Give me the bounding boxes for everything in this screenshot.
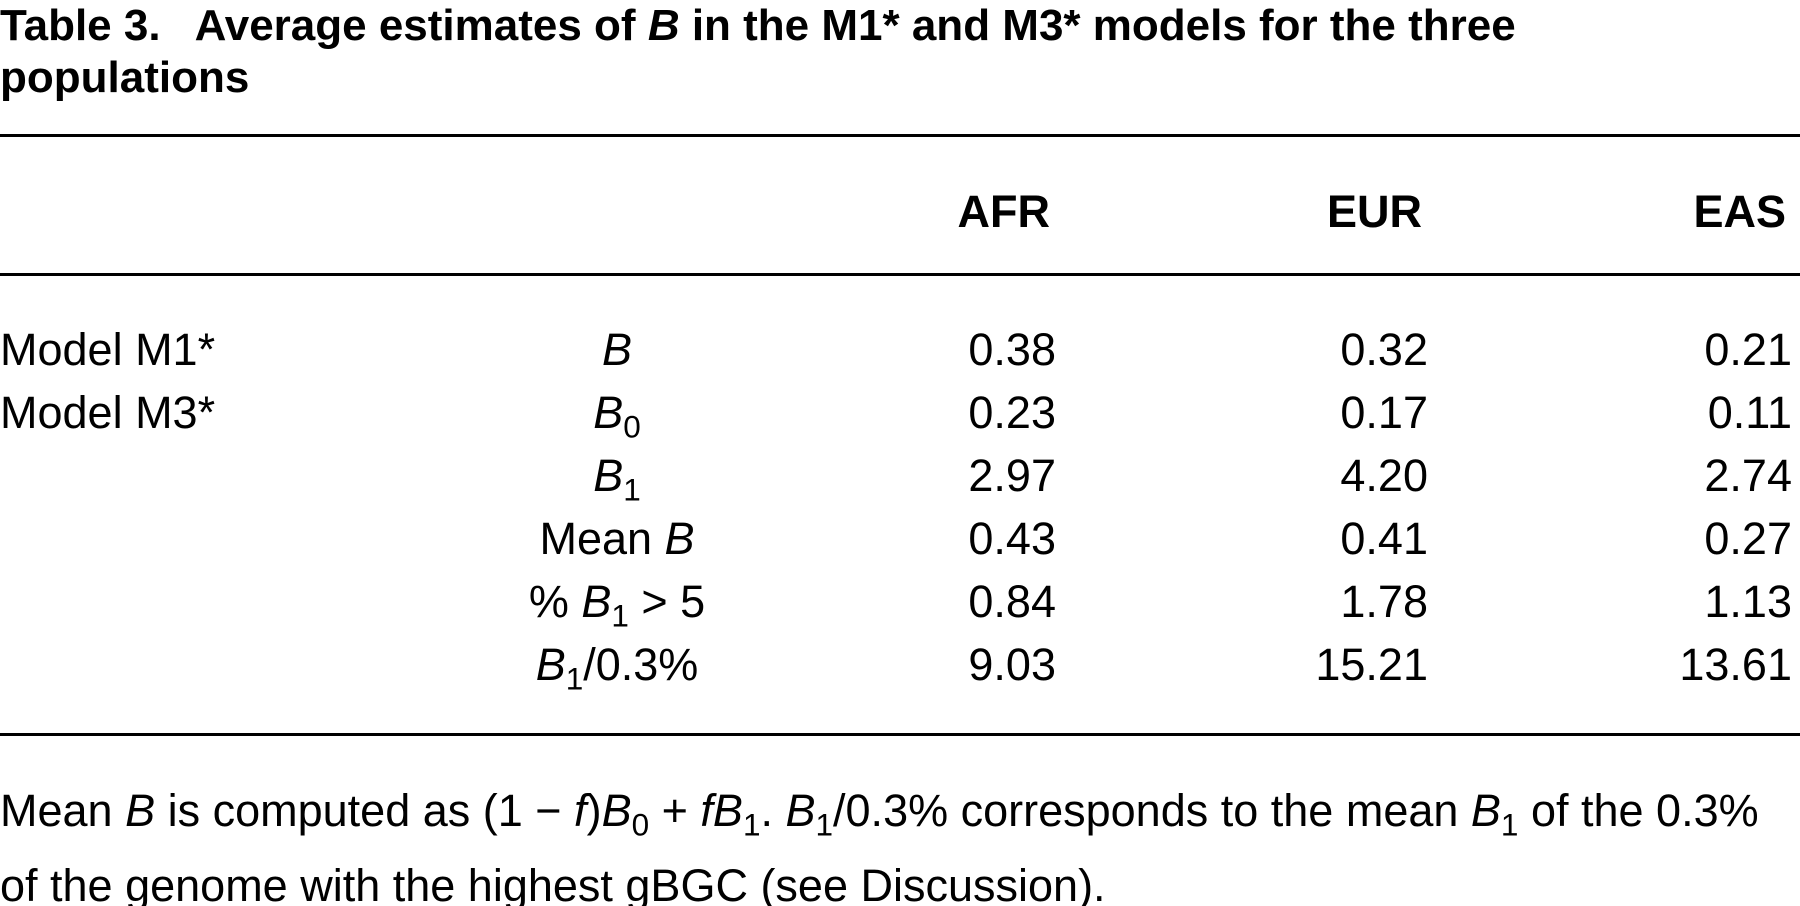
column-header: EAS [1693, 186, 1786, 237]
text-segment: f [700, 785, 713, 836]
text-segment: 1 [1500, 806, 1519, 843]
text-segment: Average estimates of [194, 1, 648, 50]
bottom-rule [0, 733, 1800, 736]
column-header: AFR [957, 186, 1050, 237]
text-segment: B [593, 450, 624, 501]
value-cell: 15.21 [1315, 639, 1428, 690]
text-segment: B [1470, 785, 1501, 836]
value-cell: 0.11 [1707, 387, 1792, 438]
parameter-label: B [602, 322, 632, 378]
value-cell: 9.03 [968, 639, 1056, 690]
parameter-label: B0 [593, 385, 641, 454]
table-label: Table 3. [0, 1, 161, 50]
model-label: Model M1* [0, 324, 216, 375]
text-segment: B [712, 785, 743, 836]
text-segment: 1 [623, 471, 641, 508]
text-segment: 1 [565, 660, 584, 697]
value-cell: 2.97 [968, 450, 1056, 501]
text-segment: 1 [611, 597, 629, 634]
model-label: Model M3* [0, 387, 216, 438]
value-cell: 2.74 [1704, 450, 1792, 501]
text-segment: of the 0.3% of the genome with the highe… [0, 785, 1759, 906]
text-segment: 1 [742, 806, 761, 843]
text-segment: B [601, 324, 633, 375]
value-cell: 0.27 [1704, 513, 1792, 564]
text-segment: ) [586, 785, 602, 836]
text-segment: Mean [0, 785, 126, 836]
text-segment: in the M1* and M3* models for the three … [0, 1, 1516, 102]
text-segment: 1 [815, 806, 834, 843]
top-rule [0, 134, 1800, 137]
text-segment: B [785, 785, 816, 836]
text-segment: % [528, 576, 582, 627]
text-segment: B [664, 513, 695, 564]
parameter-label: Mean B [539, 511, 694, 567]
value-cell: 13.61 [1679, 639, 1792, 690]
text-segment: B [535, 639, 566, 690]
value-cell: 0.21 [1704, 324, 1792, 375]
value-cell: 0.32 [1340, 324, 1428, 375]
text-segment: + [649, 785, 701, 836]
text-segment: 0 [631, 806, 650, 843]
text-segment: B [593, 387, 624, 438]
value-cell: 1.13 [1704, 576, 1792, 627]
header-rule [0, 273, 1800, 276]
text-segment: B [581, 576, 612, 627]
value-cell: 1.78 [1340, 576, 1428, 627]
text-segment: /0.3% corresponds to the mean [833, 785, 1471, 836]
value-cell: 0.23 [968, 387, 1056, 438]
text-segment: Mean [539, 513, 665, 564]
text-segment: f [574, 785, 587, 836]
value-cell: 0.43 [968, 513, 1056, 564]
table-title: Table 3. Average estimates of B in the M1… [0, 0, 1640, 104]
text-segment: B [601, 785, 632, 836]
text-segment: /0.3% [583, 639, 699, 690]
text-segment: > 5 [628, 576, 706, 627]
parameter-label: B1/0.3% [536, 637, 699, 706]
column-header: EUR [1326, 186, 1422, 237]
value-cell: 0.17 [1340, 387, 1428, 438]
text-segment: B [647, 1, 680, 50]
value-cell: 0.41 [1340, 513, 1428, 564]
text-segment: . [760, 785, 786, 836]
value-cell: 0.84 [968, 576, 1056, 627]
text-segment: B [125, 785, 156, 836]
text-segment: 0 [623, 408, 641, 445]
text-segment: is computed as (1 − [155, 785, 575, 836]
parameter-label: B1 [593, 448, 641, 517]
footnote: Mean B is computed as (1 − f)B0 + fB1. B… [0, 780, 1790, 906]
value-cell: 4.20 [1340, 450, 1428, 501]
value-cell: 0.38 [968, 324, 1056, 375]
parameter-label: % B1 > 5 [529, 574, 705, 643]
